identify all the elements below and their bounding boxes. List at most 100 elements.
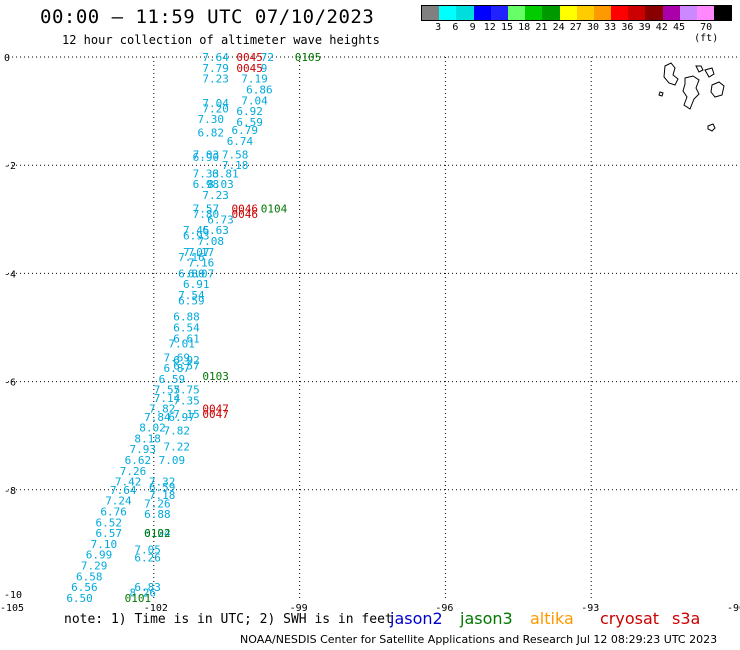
swh-value-label: 7.19 bbox=[241, 73, 268, 86]
island-coastline bbox=[704, 67, 715, 78]
legend-item-jason2: jason2 bbox=[390, 609, 443, 628]
legend-item-jason3: jason3 bbox=[460, 609, 513, 628]
legend-item-altika: altika bbox=[530, 609, 574, 628]
swh-value-label: 7.84 bbox=[144, 411, 171, 424]
swh-value-label: 6.24 bbox=[144, 527, 171, 540]
swh-value-label: 8.03 bbox=[207, 178, 234, 191]
y-tick-label: 0 bbox=[4, 53, 10, 64]
swh-value-label: 6.76 bbox=[100, 505, 127, 518]
scale-label: 3 bbox=[435, 22, 442, 33]
swh-value-label: 6.50 bbox=[66, 592, 93, 605]
scale-label: 15 bbox=[500, 22, 514, 33]
swh-value-label: 6.73 bbox=[207, 213, 234, 226]
swh-value-label: 6.79 bbox=[232, 124, 259, 137]
swh-value-label: 6.63 bbox=[202, 224, 229, 237]
island-coastline bbox=[710, 81, 725, 98]
swh-value-label: 7.64 bbox=[110, 484, 137, 497]
x-tick-label: -93 bbox=[581, 603, 599, 614]
scale-label: 21 bbox=[535, 22, 548, 33]
scale-swatch bbox=[645, 6, 663, 20]
pass-time-label: 0045 bbox=[236, 51, 262, 64]
swh-value-label: 7.64 bbox=[202, 51, 229, 64]
swh-value-label: 7.26 bbox=[120, 465, 147, 478]
scale-label: 12 bbox=[483, 22, 496, 33]
scale-swatch bbox=[439, 6, 457, 20]
pass-time-label: 0104 bbox=[261, 202, 288, 215]
swh-value-label: 6.59 bbox=[236, 116, 262, 129]
swh-value-label: 7.04 bbox=[241, 94, 268, 107]
scale-swatch bbox=[593, 6, 612, 20]
swh-value-label: 7.82 bbox=[164, 424, 191, 437]
swh-value-label: 7.45 bbox=[183, 224, 210, 237]
swh-value-label: 7.82 bbox=[149, 403, 176, 416]
swh-value-label: 6.61 bbox=[173, 332, 200, 345]
island-coastline bbox=[707, 123, 716, 132]
swh-value-label: 7.32 bbox=[149, 476, 176, 489]
swh-value-label: 6.58 bbox=[76, 570, 103, 583]
swh-value-label: 6.57 bbox=[95, 527, 122, 540]
scale-swatch bbox=[611, 6, 629, 20]
x-tick-label: -105 bbox=[0, 603, 24, 614]
legend-item-cryosat: cryosat bbox=[600, 609, 660, 628]
swh-value-label: 6.59 bbox=[149, 481, 176, 494]
y-tick-label: -6 bbox=[4, 378, 16, 389]
swh-value-label: 6.74 bbox=[227, 135, 254, 148]
swh-value-label: 6.97 bbox=[168, 411, 195, 424]
swh-value-label: 6.62 bbox=[125, 454, 152, 467]
scale-swatch bbox=[422, 6, 440, 20]
swh-value-label: 7.42 bbox=[115, 476, 142, 489]
swh-value-label: 7.35 bbox=[173, 395, 200, 408]
credit-text: NOAA/NESDIS Center for Satellite Applica… bbox=[240, 633, 718, 646]
swh-value-label: 9 bbox=[261, 62, 268, 75]
pass-time-label: 0101 bbox=[125, 592, 152, 605]
scale-label: 6 bbox=[452, 22, 459, 33]
swh-value-label: 7.93 bbox=[130, 443, 157, 456]
swh-value-label: 7.23 bbox=[202, 189, 229, 202]
scale-label: 27 bbox=[569, 22, 582, 33]
swh-value-label: 7.03 bbox=[193, 148, 220, 161]
swh-value-label: 6.59 bbox=[159, 373, 186, 386]
swh-value-label: 7.18 bbox=[149, 489, 176, 502]
scale-swatch bbox=[507, 6, 526, 20]
swh-value-label: 7.01 bbox=[168, 338, 195, 351]
y-tick-label: -4 bbox=[4, 269, 16, 280]
swh-value-label: 7.22 bbox=[164, 441, 191, 454]
island-coastline bbox=[663, 62, 679, 86]
y-tick-label: -10 bbox=[4, 590, 22, 601]
swh-value-label: 7.10 bbox=[91, 538, 118, 551]
swh-value-label: 6.81 bbox=[212, 167, 239, 180]
swh-value-label: 6.98 bbox=[193, 178, 220, 191]
swh-value-label: 7.54 bbox=[178, 289, 205, 302]
swh-value-label: 6.88 bbox=[144, 508, 171, 521]
swh-value-label: 7.58 bbox=[222, 148, 249, 161]
swh-value-label: 6.86 bbox=[246, 83, 273, 96]
swh-value-label: 7.20 bbox=[202, 102, 229, 115]
swh-value-label: 6.90 bbox=[193, 151, 220, 164]
scale-label: 36 bbox=[621, 22, 634, 33]
swh-value-label: 7.29 bbox=[81, 560, 108, 573]
scale-swatch bbox=[679, 6, 697, 20]
y-tick-label: -8 bbox=[4, 486, 16, 497]
scale-label: 30 bbox=[586, 22, 600, 33]
swh-value-label: 6.91 bbox=[183, 278, 210, 291]
swh-value-label: 8.26 bbox=[130, 587, 157, 600]
swh-value-label: 7.75 bbox=[173, 384, 200, 397]
swh-value-label: 72 bbox=[261, 51, 274, 64]
island-coastline bbox=[658, 91, 664, 97]
swh-value-label: 7.55 bbox=[154, 384, 181, 397]
swh-value-label: 7.05 bbox=[134, 543, 161, 556]
x-tick-label: -99 bbox=[290, 603, 308, 614]
swh-value-label: 6.88 bbox=[173, 311, 200, 324]
scale-label: 45 bbox=[672, 22, 686, 33]
y-tick-label: -2 bbox=[4, 161, 16, 172]
pass-time-label: 0045 bbox=[236, 62, 262, 75]
pass-time-label: 0103 bbox=[202, 370, 229, 383]
swh-value-label: 7.17 bbox=[188, 246, 215, 259]
swh-value-label: 7.08 bbox=[198, 235, 225, 248]
swh-value-label: 7.26 bbox=[144, 497, 171, 510]
legend-item-s3a: s3a bbox=[672, 609, 701, 628]
scale-swatch bbox=[559, 6, 577, 20]
scale-swatch bbox=[714, 6, 732, 20]
pass-time-label: 0105 bbox=[295, 51, 322, 64]
